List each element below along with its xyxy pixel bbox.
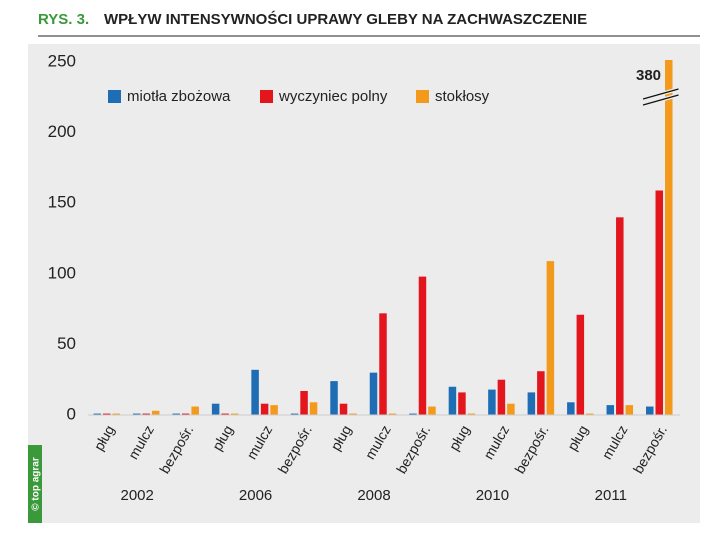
axis-break — [642, 88, 679, 100]
bar — [507, 403, 515, 415]
legend-label: miotła zbożowa — [127, 88, 231, 105]
legend-label: stokłosy — [435, 88, 490, 105]
bar — [102, 413, 111, 415]
bar — [211, 403, 220, 415]
bar — [458, 392, 466, 415]
bar — [260, 403, 269, 415]
bar — [388, 413, 397, 415]
bar — [290, 413, 299, 415]
panel — [28, 44, 700, 523]
bar — [448, 386, 457, 415]
bar — [300, 390, 308, 415]
bar — [191, 406, 199, 415]
bar — [181, 413, 190, 415]
bar — [546, 261, 555, 415]
chart-title: WPŁYW INTENSYWNOŚCI UPRAWY GLEBY NA ZACH… — [104, 10, 587, 28]
group-label: 2006 — [239, 487, 272, 504]
bar — [172, 413, 180, 415]
axis-break — [642, 94, 679, 106]
bar — [576, 314, 585, 415]
bar — [567, 402, 575, 415]
credit-box — [28, 445, 42, 523]
bar — [270, 405, 278, 415]
bar — [428, 406, 436, 415]
bar — [527, 392, 536, 415]
bar — [646, 406, 654, 415]
bar — [151, 410, 160, 415]
bar — [309, 402, 318, 415]
bar — [616, 217, 624, 415]
group-label: 2002 — [121, 487, 154, 504]
bar — [379, 313, 387, 415]
bar — [467, 413, 476, 415]
bar — [93, 413, 101, 415]
bar — [221, 413, 229, 415]
legend-swatch — [108, 90, 121, 103]
bar — [488, 389, 496, 415]
bar — [330, 381, 338, 415]
bar — [369, 372, 378, 415]
bar — [349, 413, 357, 415]
bar — [586, 413, 594, 415]
y-tick-label: 150 — [48, 193, 76, 212]
y-tick-label: 100 — [48, 263, 76, 282]
plot — [93, 60, 673, 415]
legend-label: wyczyniec polny — [278, 88, 388, 105]
y-tick-label: 50 — [57, 334, 76, 353]
y-tick-label: 200 — [48, 122, 76, 141]
bar — [418, 276, 427, 415]
figure-label: RYS. 3. — [38, 11, 89, 28]
bar — [132, 413, 141, 415]
bar — [497, 379, 506, 415]
bar — [409, 413, 417, 415]
bar — [606, 405, 615, 415]
group-label: 2008 — [357, 487, 390, 504]
bar — [251, 369, 259, 415]
credit: © top agrar — [31, 457, 42, 511]
bar — [142, 413, 150, 415]
bar — [625, 405, 634, 415]
bar — [537, 371, 545, 415]
bar — [339, 403, 348, 415]
legend-swatch — [416, 90, 429, 103]
group-label: 2010 — [476, 487, 509, 504]
bar — [655, 190, 664, 415]
bar — [230, 413, 239, 415]
legend-swatch — [260, 90, 273, 103]
y-tick-label: 250 — [48, 51, 76, 70]
bar — [112, 413, 120, 415]
group-label: 2011 — [595, 487, 627, 504]
value-label: 380 — [636, 67, 661, 84]
y-tick-label: 0 — [67, 404, 76, 423]
bar — [665, 60, 673, 415]
